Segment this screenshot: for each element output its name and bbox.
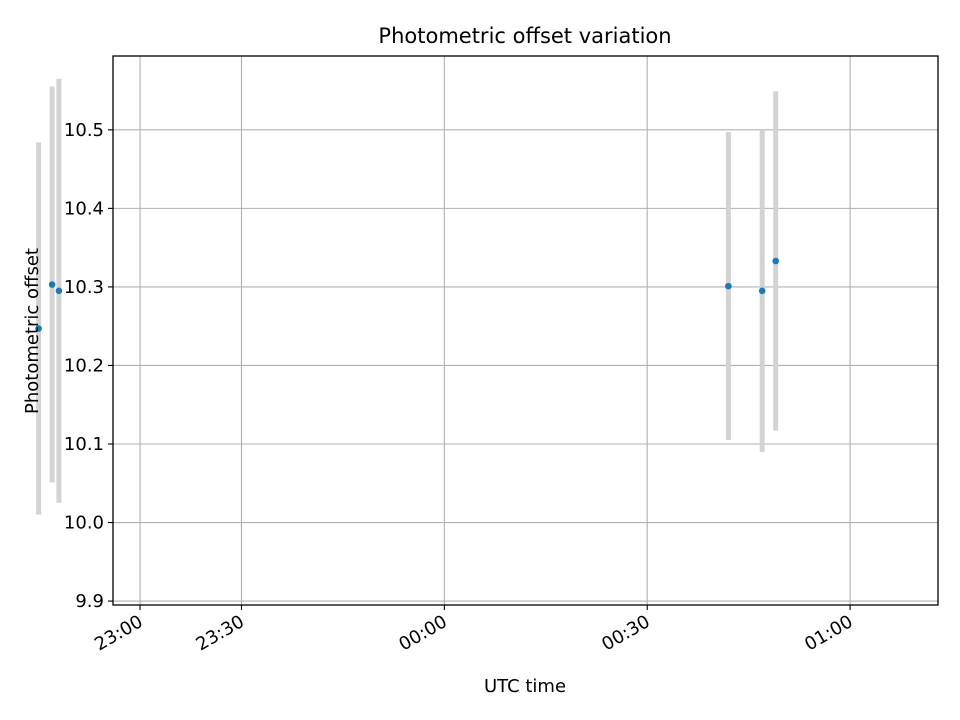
y-tick-label: 10.3 <box>64 277 104 298</box>
y-tick-label: 10.2 <box>64 355 104 376</box>
y-axis-title: Photometric offset <box>22 248 43 414</box>
data-point <box>758 287 766 295</box>
y-tick-label: 10.4 <box>64 198 104 219</box>
grid <box>113 56 938 605</box>
y-tick-label: 10.0 <box>64 513 104 534</box>
data-point <box>35 325 42 332</box>
x-axis-title: UTC time <box>484 676 566 697</box>
plot-area-frame <box>112 55 939 606</box>
data-point <box>48 281 56 288</box>
data-point <box>55 287 63 295</box>
y-tick-label: 9.9 <box>75 591 104 612</box>
y-tick-label: 10.1 <box>64 434 104 455</box>
data-point <box>772 257 780 265</box>
chart-title: Photometric offset variation <box>378 24 671 48</box>
y-tick-label: 10.5 <box>64 120 104 141</box>
data-point <box>725 282 732 290</box>
data-points <box>35 257 780 332</box>
